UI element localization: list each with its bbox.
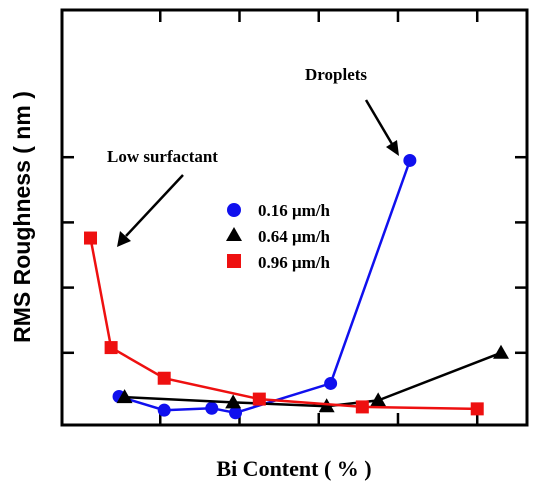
plot-frame [60, 8, 529, 427]
series-2-point-1 [104, 341, 118, 355]
annotation-low-surfactant-arrow [125, 174, 184, 237]
annotation-low-surfactant-text: Low surfactant [107, 147, 218, 166]
annotation-droplets-arrow [364, 99, 394, 145]
legend-marker-1 [226, 227, 242, 241]
series-2-point-2 [157, 371, 171, 385]
series-2 [84, 231, 484, 416]
series-1-point-0 [116, 389, 133, 404]
series-0-line [118, 160, 412, 415]
annotation-droplets-text: Droplets [305, 65, 367, 84]
series-2-line [89, 237, 478, 411]
x-axis-label: Bi Content ( % ) [216, 456, 371, 481]
series-0-point-1 [157, 403, 171, 417]
series-group [84, 153, 509, 420]
legend-label-0: 0.16 μm/h [258, 201, 331, 220]
series-2-point-4 [355, 400, 369, 414]
series-0-point-3 [229, 406, 243, 420]
y-axis-label: RMS Roughness ( nm ) [9, 91, 35, 343]
legend-marker-0 [227, 203, 241, 217]
annotation-low-surfactant-arrowhead [117, 231, 131, 247]
annotation-droplets: Droplets [305, 65, 399, 156]
annotation-droplets-arrowhead [386, 140, 399, 156]
series-1-point-1 [225, 394, 242, 409]
legend-label-1: 0.64 μm/h [258, 227, 331, 246]
legend-label-2: 0.96 μm/h [258, 253, 331, 272]
legend: 0.16 μm/h 0.64 μm/h 0.96 μm/h [226, 201, 331, 272]
series-1-point-4 [493, 344, 509, 359]
series-0-point-4 [324, 376, 338, 390]
series-1-line [124, 351, 502, 408]
series-2-point-0 [84, 231, 98, 245]
series-0-point-5 [403, 153, 417, 167]
series-0-point-2 [205, 401, 219, 415]
series-2-point-5 [470, 402, 484, 416]
series-2-point-3 [252, 392, 266, 406]
legend-marker-2 [227, 254, 241, 268]
series-1-point-3 [370, 392, 387, 407]
annotation-low-surfactant: Low surfactant [107, 147, 218, 247]
